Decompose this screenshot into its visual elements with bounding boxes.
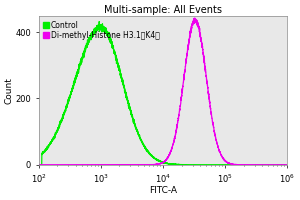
X-axis label: FITC-A: FITC-A [149, 186, 177, 195]
Title: Multi-sample: All Events: Multi-sample: All Events [104, 5, 222, 15]
Legend: Control, Di-methyl-Histone H3.1（K4）: Control, Di-methyl-Histone H3.1（K4） [43, 19, 161, 42]
Y-axis label: Count: Count [5, 77, 14, 104]
